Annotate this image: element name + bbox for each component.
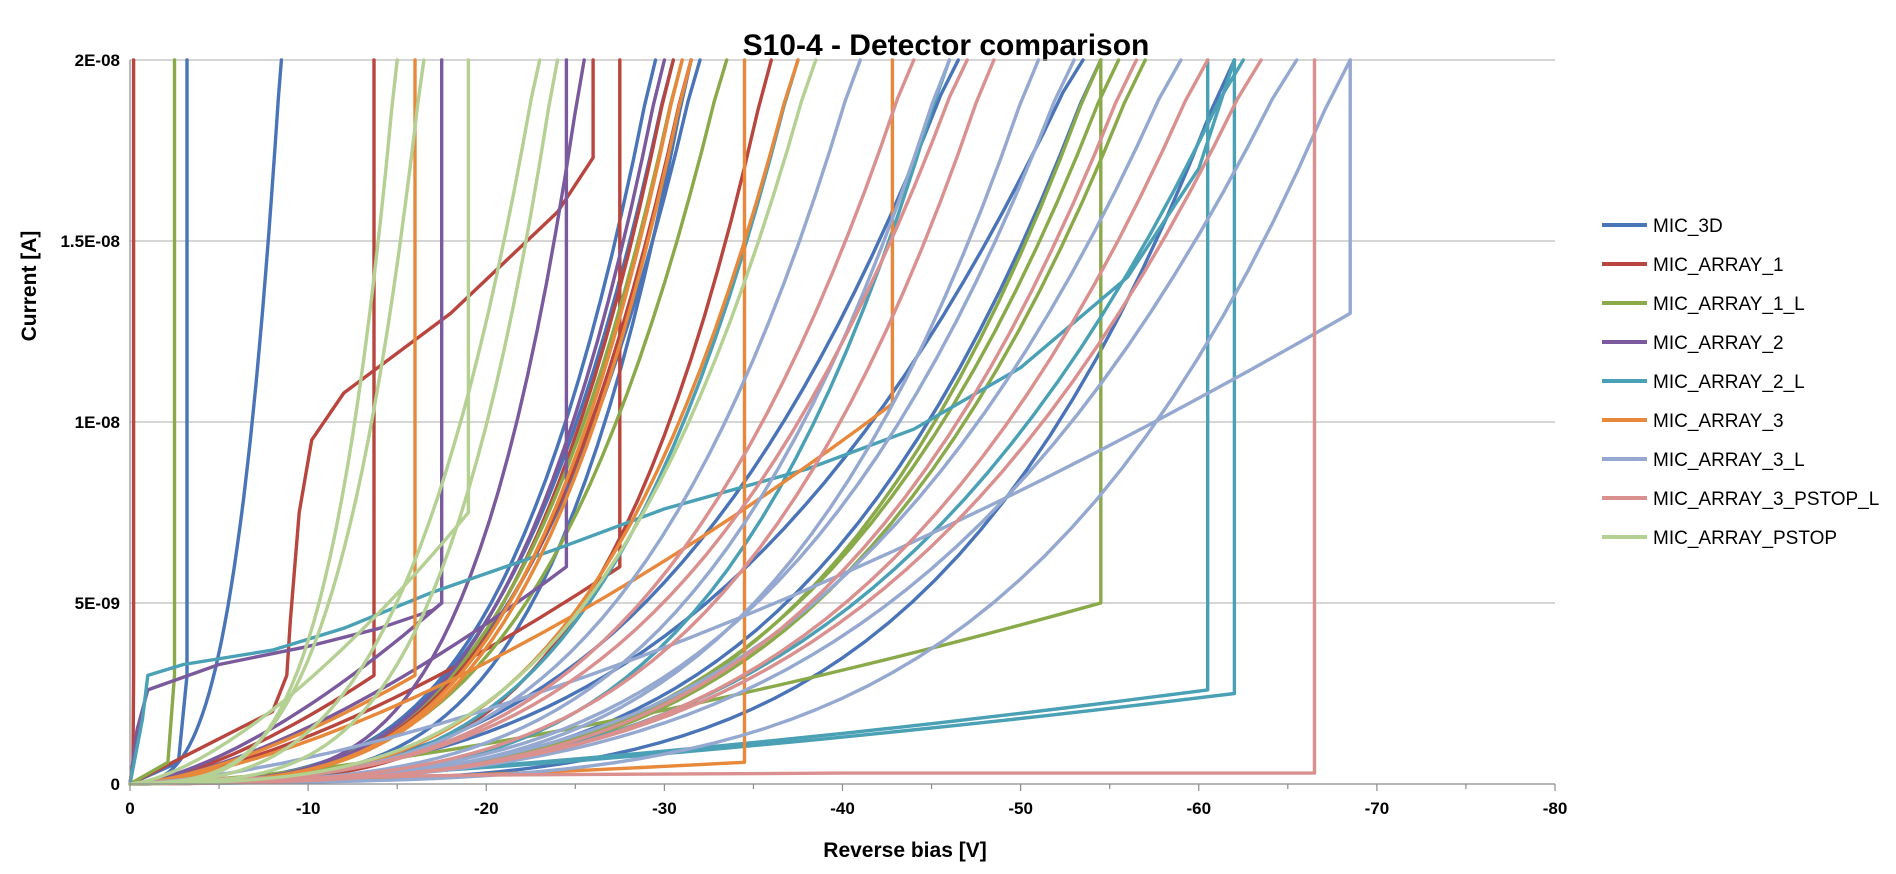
x-tick-label: -30 — [652, 799, 677, 818]
legend-label: MIC_ARRAY_3_PSTOP_L — [1653, 489, 1879, 510]
x-tick-label: -70 — [1365, 799, 1390, 818]
legend-label: MIC_ARRAY_PSTOP — [1653, 528, 1837, 549]
legend-label: MIC_ARRAY_1_L — [1653, 294, 1805, 315]
y-tick-label: 0 — [111, 775, 120, 794]
legend-label: MIC_ARRAY_1 — [1653, 255, 1784, 276]
series-line — [128, 58, 471, 786]
series-mic-array-pstop — [128, 58, 818, 786]
chart-title: S10-4 - Detector comparison — [743, 29, 1150, 62]
legend-label: MIC_3D — [1653, 216, 1723, 237]
series-line — [128, 58, 177, 786]
x-tick-label: -40 — [830, 799, 855, 818]
x-tick-label: -60 — [1186, 799, 1211, 818]
legend-label: MIC_ARRAY_3_L — [1653, 450, 1805, 471]
series-line — [128, 58, 444, 786]
series-line — [128, 58, 1352, 786]
x-tick-label: -80 — [1543, 799, 1568, 818]
x-axis-title: Reverse bias [V] — [823, 839, 986, 862]
x-tick-label: -20 — [474, 799, 499, 818]
y-tick-label: 1.5E-08 — [60, 232, 120, 251]
y-tick-label: 2E-08 — [75, 51, 120, 70]
series-line — [128, 58, 542, 786]
series-line — [128, 58, 895, 786]
x-tick-label: -10 — [296, 799, 321, 818]
legend-label: MIC_ARRAY_3 — [1653, 411, 1784, 432]
grid-layer — [130, 59, 1555, 604]
series-line — [128, 58, 1263, 786]
series-line — [128, 58, 1237, 786]
legend-label: MIC_ARRAY_2_L — [1653, 372, 1805, 393]
x-tick-label: 0 — [125, 799, 134, 818]
x-tick-label: -50 — [1008, 799, 1033, 818]
series-layer — [128, 58, 1352, 786]
y-tick-label: 1E-08 — [75, 413, 120, 432]
axis-layer: 0 5E-09 1E-08 1.5E-08 2E-08 0 -10 -20 -30 -40 -50 -… — [60, 51, 1567, 818]
series-line — [128, 58, 818, 786]
legend-label: MIC_ARRAY_2 — [1653, 333, 1784, 354]
series-line — [128, 58, 1352, 786]
y-tick-label: 5E-09 — [75, 594, 120, 613]
legend: MIC_3D MIC_ARRAY_1 MIC_ARRAY_1_L MIC_ARRAY_… — [1602, 216, 1879, 549]
y-axis-title: Current [A] — [18, 231, 41, 342]
